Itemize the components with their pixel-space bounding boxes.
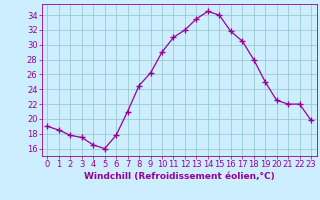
X-axis label: Windchill (Refroidissement éolien,°C): Windchill (Refroidissement éolien,°C) (84, 172, 275, 181)
